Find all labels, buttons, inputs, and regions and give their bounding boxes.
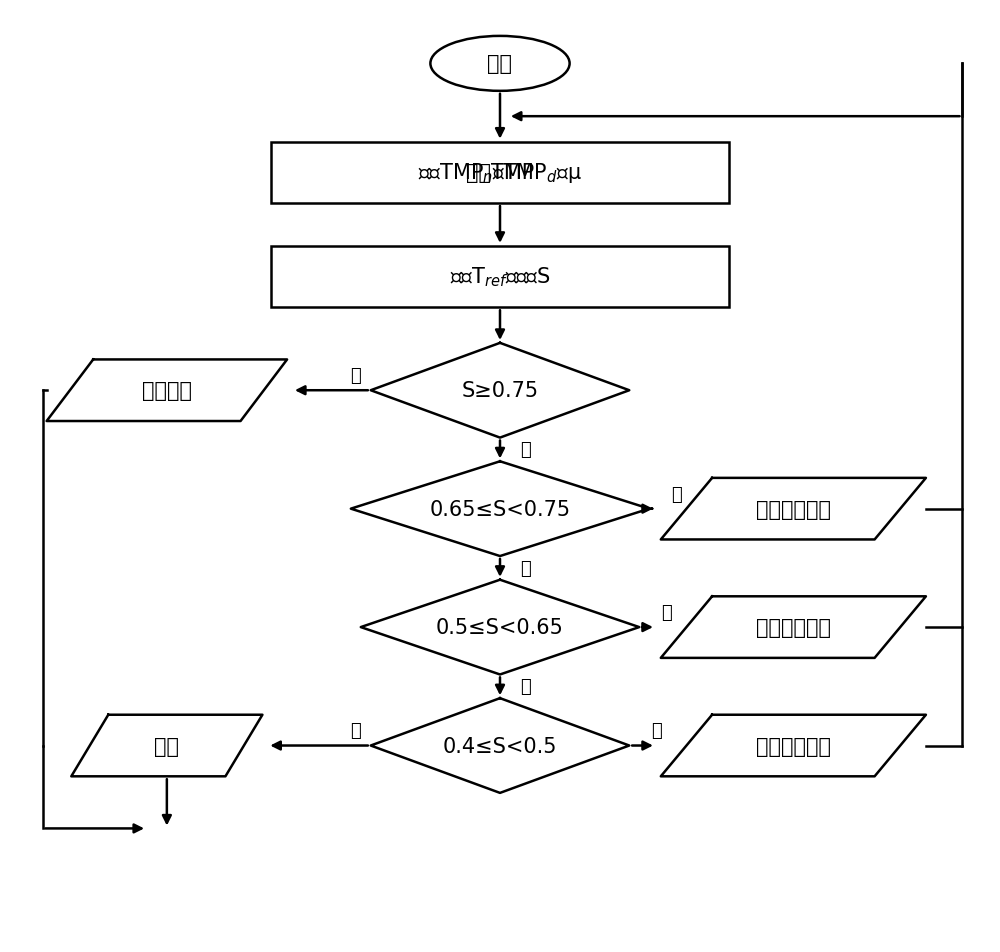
Bar (271, 247, 729, 308)
Text: 0.4≤S<0.5: 0.4≤S<0.5 (443, 736, 557, 756)
Text: 否: 否 (350, 722, 361, 740)
Text: 计算T$_{ref}$，计算S: 计算T$_{ref}$，计算S (450, 266, 550, 289)
Text: 0.65≤S<0.75: 0.65≤S<0.75 (429, 499, 571, 519)
Text: 是: 是 (651, 722, 662, 740)
Text: 开始: 开始 (488, 54, 512, 74)
Text: 中等冲洗时间: 中等冲洗时间 (756, 618, 831, 638)
Text: 是: 是 (661, 604, 672, 622)
Text: 否: 否 (520, 559, 531, 577)
Text: 否: 否 (520, 678, 531, 696)
Text: 是: 是 (350, 367, 361, 385)
Text: 计算TMP$_n$，TMP$_d$、μ: 计算TMP$_n$，TMP$_d$、μ (418, 161, 582, 185)
Text: 最小冲洗时间: 最小冲洗时间 (756, 499, 831, 519)
Text: S≥0.75: S≥0.75 (461, 381, 539, 401)
Bar (271, 143, 729, 204)
Text: 最大冲洗时间: 最大冲洗时间 (756, 736, 831, 756)
Text: 计算TMP: 计算TMP (466, 163, 534, 183)
Text: 是: 是 (671, 485, 682, 503)
Text: 药洗: 药洗 (154, 736, 179, 756)
Text: 不需清洗: 不需清洗 (142, 381, 192, 401)
Text: 否: 否 (520, 441, 531, 459)
Text: 0.5≤S<0.65: 0.5≤S<0.65 (436, 618, 564, 638)
